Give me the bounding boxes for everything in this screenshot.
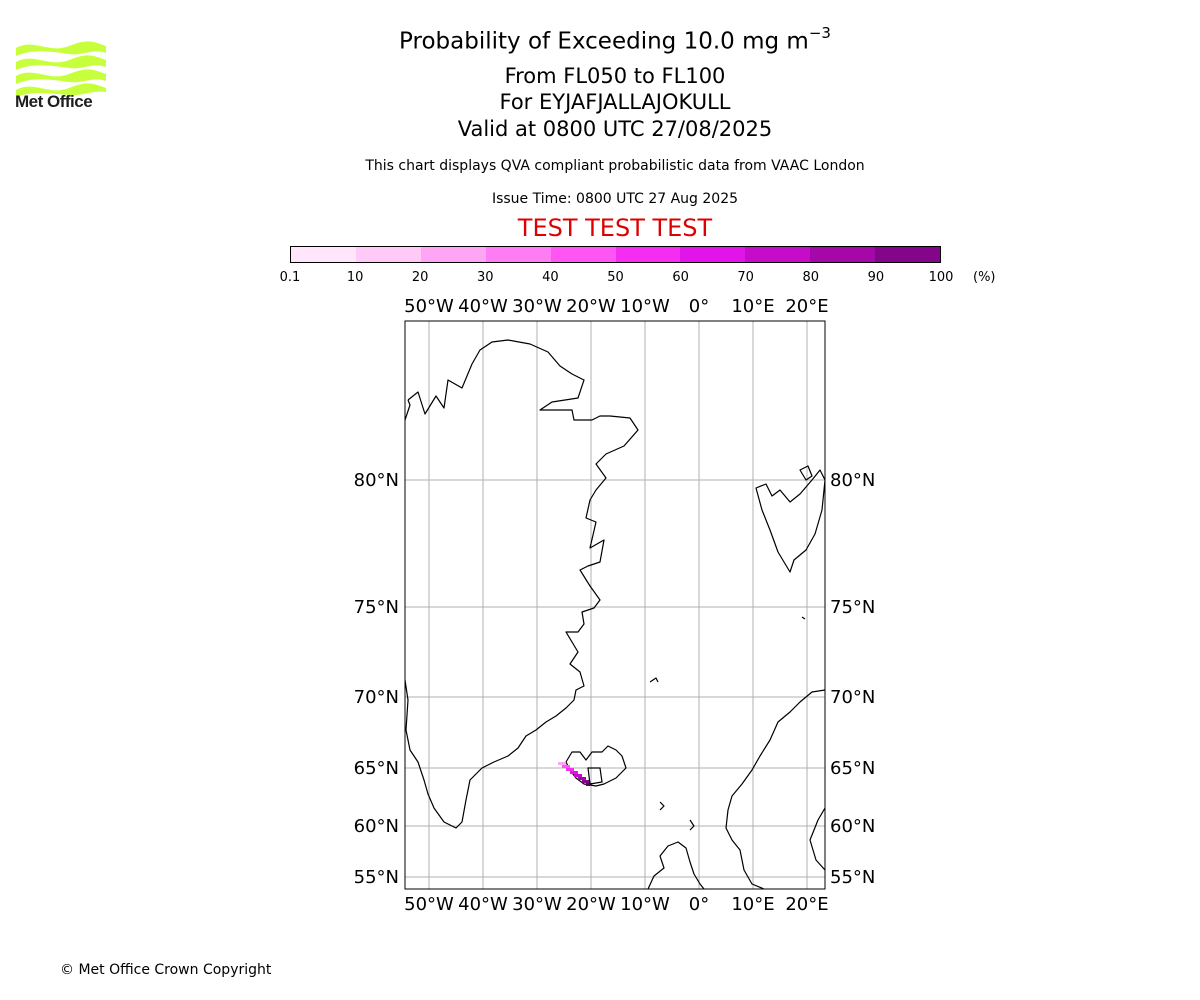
colorbar-segment (485, 247, 551, 262)
graticule-label: 40°W (458, 296, 508, 317)
colorbar-tick-label: 0.1 (279, 270, 301, 285)
map-gridlines (405, 321, 825, 889)
colorbar-segment (291, 247, 356, 262)
colorbar-segment (550, 247, 616, 262)
map-frame (404, 320, 826, 890)
graticule-label: 20°E (785, 894, 828, 915)
latitude-labels-left: 80°N 75°N 70°N 65°N 60°N 55°N (354, 470, 399, 888)
graticule-label: 50°W (404, 894, 454, 915)
graticule-label: 10°W (620, 894, 670, 915)
graticule-label: 0° (689, 894, 709, 915)
colorbar-segment (420, 247, 486, 262)
colorbar-segment (615, 247, 681, 262)
longitude-labels-top: 50°W 40°W 30°W 20°W 10°W 0° 10°E 20°E (404, 296, 828, 317)
colorbar-segment (875, 247, 941, 262)
iceland-coastline (565, 745, 627, 787)
chart-title: Probability of Exceeding 10.0 mg m−3 (399, 24, 831, 55)
graticule-label: 60°N (830, 816, 875, 837)
colorbar-tick-label: 70 (737, 270, 754, 285)
graticule-label: 80°N (830, 470, 875, 491)
logo-text: Met Office (15, 92, 93, 111)
latitude-labels-right: 80°N 75°N 70°N 65°N 60°N 55°N (830, 470, 875, 888)
graticule-label: 30°W (512, 296, 562, 317)
graticule-label: 55°N (830, 867, 875, 888)
issue-time: Issue Time: 0800 UTC 27 Aug 2025 (491, 191, 739, 207)
valid-time: Valid at 0800 UTC 27/08/2025 (457, 117, 773, 141)
colorbar-tick-label: 100 (928, 270, 954, 285)
graticule-label: 20°W (566, 296, 616, 317)
probability-colorbar (290, 246, 941, 263)
flight-levels: From FL050 to FL100 (504, 64, 726, 88)
test-banner: TEST TEST TEST (517, 214, 713, 242)
graticule-label: 55°N (354, 867, 399, 888)
graticule-label: 20°E (785, 296, 828, 317)
colorbar-unit: (%) (973, 270, 996, 285)
colorbar-tick-label: 10 (346, 270, 364, 285)
colorbar-tick-label: 30 (477, 270, 494, 285)
copyright: © Met Office Crown Copyright (60, 962, 272, 978)
svalbard-coastline (755, 469, 825, 573)
colorbar-segment (355, 247, 421, 262)
volcano-name: For EYJAFJALLAJOKULL (499, 90, 731, 114)
graticule-label: 30°W (512, 894, 562, 915)
graticule-label: 10°E (731, 296, 774, 317)
colorbar-segment (745, 247, 811, 262)
graticule-label: 65°N (354, 758, 399, 779)
graticule-label: 50°W (404, 296, 454, 317)
data-note: This chart displays QVA compliant probab… (365, 158, 865, 174)
colorbar-tick-label: 50 (607, 270, 624, 285)
graticule-label: 65°N (830, 758, 875, 779)
graticule-label: 0° (689, 296, 709, 317)
colorbar-segment (680, 247, 746, 262)
graticule-label: 75°N (354, 597, 399, 618)
graticule-label: 40°W (458, 894, 508, 915)
graticule-label: 80°N (354, 470, 399, 491)
graticule-label: 20°W (566, 894, 616, 915)
colorbar-tick-label: 60 (672, 270, 689, 285)
longitude-labels-bottom: 50°W 40°W 30°W 20°W 10°W 0° 10°E 20°E (404, 894, 828, 915)
colorbar-tick-label: 90 (867, 270, 885, 285)
graticule-label: 75°N (830, 597, 875, 618)
graticule-label: 60°N (354, 816, 399, 837)
colorbar-tick-label: 40 (542, 270, 559, 285)
ash-probability-area (558, 762, 603, 786)
colorbar-segment (810, 247, 876, 262)
graticule-label: 10°E (731, 894, 774, 915)
graticule-label: 10°W (620, 296, 670, 317)
met-office-logo (16, 41, 106, 97)
graticule-label: 70°N (830, 687, 875, 708)
colorbar-tick-label: 20 (411, 270, 429, 285)
greenland-coastline (405, 339, 639, 829)
uk-coastline (647, 841, 705, 889)
graticule-label: 70°N (354, 687, 399, 708)
colorbar-tick-label: 80 (802, 270, 820, 285)
scandinavia-coastline (725, 689, 825, 889)
